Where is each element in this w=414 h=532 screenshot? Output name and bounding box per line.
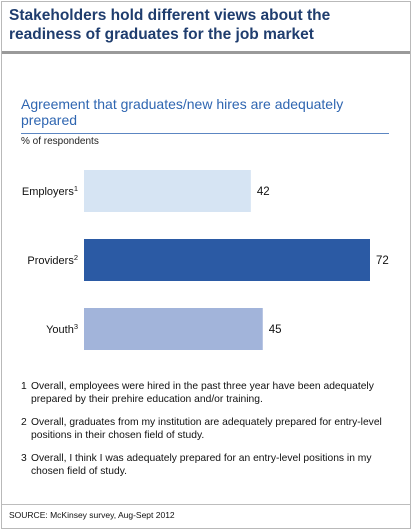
footnote-2: 2 Overall, graduates from my institution… [21,416,391,442]
category-label-employers: Employers1 [22,184,78,198]
footnote-3-text: Overall, I think I was adequately prepar… [31,453,372,477]
footnote-1-number: 1 [21,381,27,392]
category-label-youth: Youth3 [46,322,78,336]
value-label-youth: 45 [269,324,282,336]
bar-employers [84,170,251,212]
bar-youth [84,308,263,350]
source-divider [2,504,410,505]
footnote-1: 1 Overall, employees were hired in the p… [21,380,391,406]
footnote-1-text: Overall, employees were hired in the pas… [31,381,374,405]
footnote-2-text: Overall, graduates from my institution a… [31,417,382,441]
subtitle-rule [21,133,389,134]
value-label-employers: 42 [257,186,270,198]
footnote-2-number: 2 [21,417,27,428]
bar-providers [84,239,370,281]
page-title: Stakeholders hold different views about … [9,7,331,43]
chart-subtitle: Agreement that graduates/new hires are a… [21,96,344,128]
category-label-providers: Providers2 [27,253,78,267]
title-divider [2,51,410,54]
unit-label: % of respondents [21,136,99,147]
bar-chart: Employers1 42 Providers2 72 Youth3 45 [22,170,389,350]
footnote-3: 3 Overall, I think I was adequately prep… [21,452,391,478]
footnote-3-number: 3 [21,453,27,464]
source-note: SOURCE: McKinsey survey, Aug-Sept 2012 [9,510,175,520]
value-label-providers: 72 [376,255,389,267]
